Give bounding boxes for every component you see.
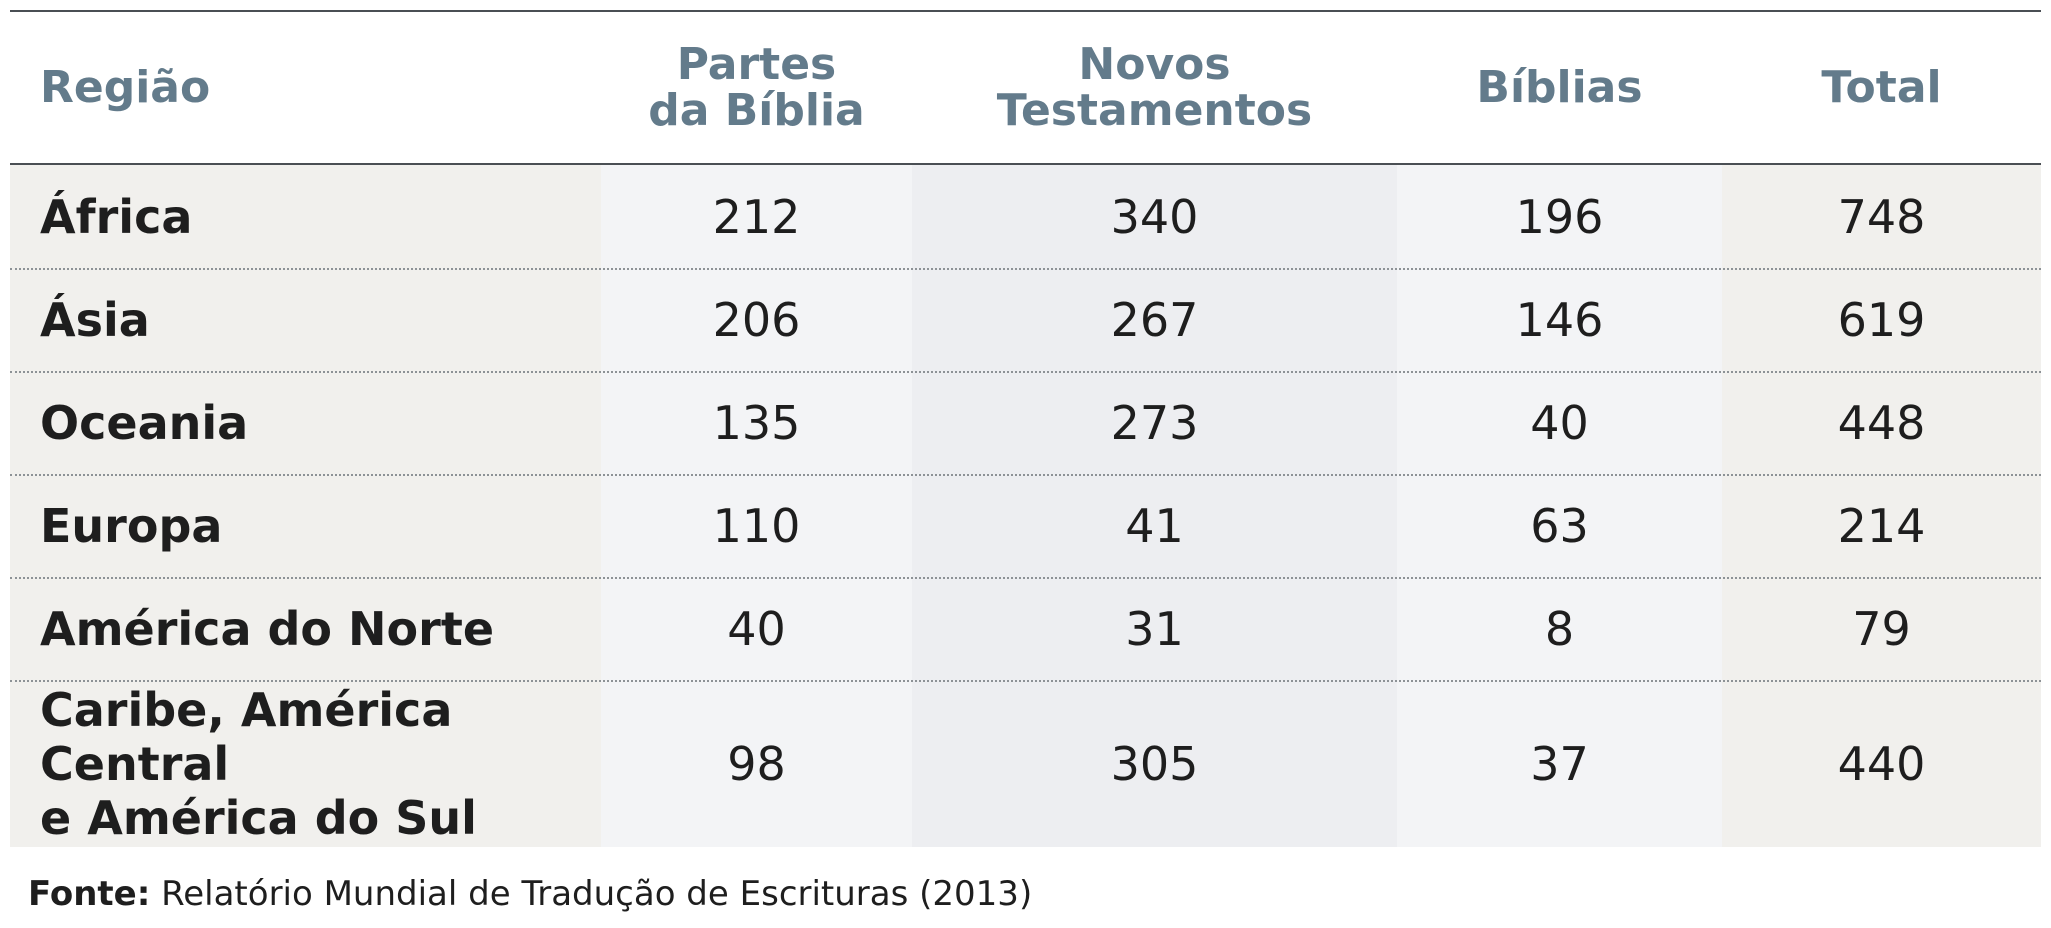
- header-novos-testamentos: Novos Testamentos: [912, 12, 1397, 163]
- region-name: Europa: [40, 498, 223, 553]
- total-cell: 214: [1722, 474, 2041, 577]
- novos-cell: 305: [912, 680, 1397, 847]
- table-header-row: Região Partes da Bíblia Novos Testamento…: [10, 12, 2041, 165]
- partes-cell: 206: [601, 268, 912, 371]
- region-name: Oceania: [40, 395, 249, 450]
- biblias-cell: 146: [1397, 268, 1722, 371]
- novos-cell: 340: [912, 165, 1397, 268]
- table-row: Caribe, América Central e América do Sul…: [10, 680, 2041, 847]
- translation-table: Região Partes da Bíblia Novos Testamento…: [10, 10, 2041, 847]
- region-name: África: [40, 189, 193, 244]
- source-text: Relatório Mundial de Tradução de Escritu…: [150, 874, 1033, 914]
- region-cell: América do Norte: [10, 577, 601, 680]
- total-cell: 448: [1722, 371, 2041, 474]
- header-partes-line-1: Partes: [676, 38, 837, 90]
- novos-cell: 273: [912, 371, 1397, 474]
- biblias-cell: 37: [1397, 680, 1722, 847]
- region-cell: África: [10, 165, 601, 268]
- novos-cell: 31: [912, 577, 1397, 680]
- header-partes-line-2: da Bíblia: [648, 84, 865, 136]
- table-top-rule: [10, 10, 2041, 12]
- novos-cell: 267: [912, 268, 1397, 371]
- biblias-cell: 63: [1397, 474, 1722, 577]
- partes-cell: 212: [601, 165, 912, 268]
- table-row: Europa 110 41 63 214: [10, 474, 2041, 577]
- table-row: Oceania 135 273 40 448: [10, 371, 2041, 474]
- header-total: Total: [1722, 12, 2041, 163]
- table-row: Ásia 206 267 146 619: [10, 268, 2041, 371]
- region-cell: Oceania: [10, 371, 601, 474]
- header-total-line: Total: [1821, 61, 1942, 113]
- region-name-line-1: Caribe, América Central: [40, 682, 453, 791]
- header-novos-line-1: Novos: [1078, 38, 1231, 90]
- source-label: Fonte:: [28, 874, 151, 914]
- total-cell: 440: [1722, 680, 2041, 847]
- partes-cell: 40: [601, 577, 912, 680]
- header-biblias: Bíblias: [1397, 12, 1722, 163]
- region-name: América do Norte: [40, 601, 495, 656]
- biblias-cell: 40: [1397, 371, 1722, 474]
- region-name-line-2: e América do Sul: [40, 790, 477, 845]
- total-cell: 748: [1722, 165, 2041, 268]
- header-biblias-line: Bíblias: [1476, 61, 1643, 113]
- source-note: Fonte: Relatório Mundial de Tradução de …: [28, 874, 1032, 914]
- region-cell: Ásia: [10, 268, 601, 371]
- region-cell: Caribe, América Central e América do Sul: [10, 680, 601, 847]
- header-regiao-line: Região: [40, 61, 211, 113]
- novos-cell: 41: [912, 474, 1397, 577]
- partes-cell: 135: [601, 371, 912, 474]
- table-row: América do Norte 40 31 8 79: [10, 577, 2041, 680]
- biblias-cell: 8: [1397, 577, 1722, 680]
- header-partes-da-biblia: Partes da Bíblia: [601, 12, 912, 163]
- partes-cell: 110: [601, 474, 912, 577]
- biblias-cell: 196: [1397, 165, 1722, 268]
- partes-cell: 98: [601, 680, 912, 847]
- header-novos-line-2: Testamentos: [996, 84, 1313, 136]
- header-regiao: Região: [10, 12, 601, 163]
- table-row: África 212 340 196 748: [10, 165, 2041, 268]
- total-cell: 79: [1722, 577, 2041, 680]
- total-cell: 619: [1722, 268, 2041, 371]
- region-name: Ásia: [40, 292, 150, 347]
- region-cell: Europa: [10, 474, 601, 577]
